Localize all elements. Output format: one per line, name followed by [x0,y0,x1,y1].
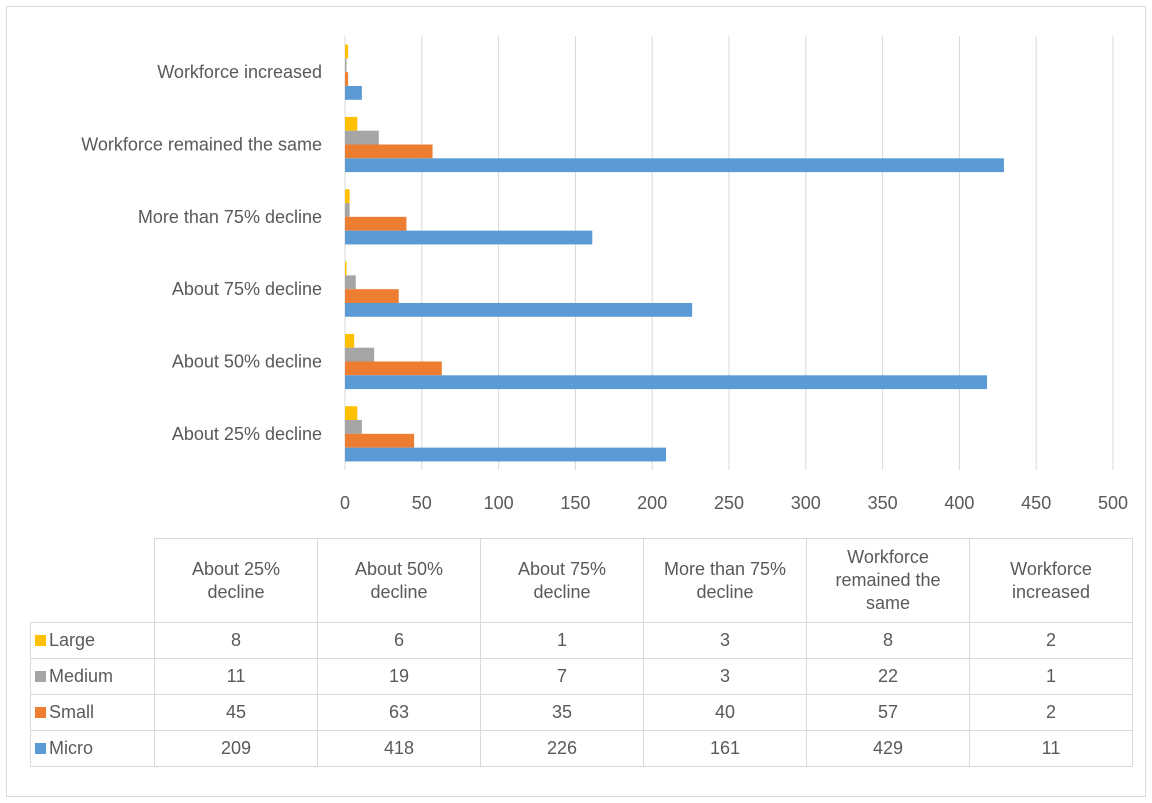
table-cell-medium-more-than-75-decline: 3 [643,658,807,695]
bar-large-workforce-remained-the-same [345,116,358,131]
table-row-large: Large 8 6 1 3 8 2 [30,622,1133,659]
bar-medium-more-than-75-decline [345,203,350,217]
table-row-small: Small 45 63 35 40 57 2 [30,694,1133,731]
legend-key-large: Large [30,622,155,659]
series-name: Medium [49,666,114,686]
x-tick-label-50: 50 [412,493,432,513]
category-label-more-than-75-decline: More than 75% decline [138,207,322,227]
x-tick-label-500: 500 [1098,493,1128,513]
x-tick-label-150: 150 [560,493,590,513]
table-header-more-than-75-decline: More than 75% decline [643,538,807,623]
series-name: Small [49,702,95,722]
table-cell-micro-more-than-75-decline: 161 [643,730,807,767]
table-cell-large-workforce-increased: 2 [969,622,1133,659]
category-label-about-25-decline: About 25% decline [172,424,322,444]
table-cell-medium-workforce-increased: 1 [969,658,1133,695]
x-tick-label-450: 450 [1021,493,1051,513]
bar-small-about-75-decline [345,289,399,303]
table-cell-micro-about-75-decline: 226 [480,730,644,767]
x-tick-label-0: 0 [340,493,350,513]
table-cell-medium-about-75-decline: 7 [480,658,644,695]
table-cell-small-about-75-decline: 35 [480,694,644,731]
table-cell-micro-about-50-decline: 418 [317,730,481,767]
table-cell-small-more-than-75-decline: 40 [643,694,807,731]
bar-medium-about-75-decline [345,275,356,290]
legend-key-micro: Micro [30,730,155,767]
x-tick-label-200: 200 [637,493,667,513]
bar-micro-about-50-decline [345,375,988,390]
table-cell-medium-about-50-decline: 19 [317,658,481,695]
table-cell-small-workforce-increased: 2 [969,694,1133,731]
bars [345,44,1004,462]
table-cell-medium-workforce-remained-the-same: 22 [806,658,970,695]
bar-large-about-75-decline [345,261,347,276]
series-name: Micro [49,738,93,758]
table-cell-small-about-25-decline: 45 [154,694,318,731]
table-header-row: About 25% decline About 50% decline About 75… [30,538,1133,623]
bar-large-about-25-decline [345,406,358,421]
x-tick-label-350: 350 [868,493,898,513]
category-label-about-75-decline: About 75% decline [172,279,322,299]
category-label-workforce-remained-the-same: Workforce remained the same [81,135,322,155]
legend-swatch-small [35,707,46,718]
bar-micro-about-75-decline [345,302,693,317]
bar-medium-about-25-decline [345,420,362,434]
bar-medium-workforce-increased [345,58,347,73]
bar-micro-more-than-75-decline [345,230,593,245]
table-cell-large-more-than-75-decline: 3 [643,622,807,659]
table-row-micro: Micro 209 418 226 161 429 11 [30,730,1133,767]
legend-swatch-large [35,635,46,646]
category-label-about-50-decline: About 50% decline [172,352,322,372]
data-table: About 25% decline About 50% decline About 75… [30,538,1133,767]
x-tick-label-100: 100 [484,493,514,513]
bar-micro-workforce-remained-the-same [345,158,1004,173]
table-cell-micro-about-25-decline: 209 [154,730,318,767]
category-labels: About 25% decline About 50% decline About … [81,62,322,444]
category-label-workforce-increased: Workforce increased [157,62,322,82]
bar-micro-workforce-increased [345,85,362,100]
x-tick-label-300: 300 [791,493,821,513]
x-tick-label-400: 400 [944,493,974,513]
legend-swatch-medium [35,671,46,682]
legend-key-medium: Medium [30,658,155,695]
table-cell-large-about-50-decline: 6 [317,622,481,659]
series-name: Large [49,630,96,650]
table-cell-large-about-25-decline: 8 [154,622,318,659]
bar-large-workforce-increased [345,44,349,59]
table-header-workforce-remained-the-same: Workforce remained the same [806,538,970,623]
bar-medium-about-50-decline [345,347,375,362]
table-cell-small-about-50-decline: 63 [317,694,481,731]
table-body: Large 8 6 1 3 8 2 Medium 11 19 7 3 22 1 Small 45 63 35 40 5… [30,622,1133,767]
table-cell-medium-about-25-decline: 11 [154,658,318,695]
legend-key-small: Small [30,694,155,731]
bar-micro-about-25-decline [345,447,667,462]
table-cell-small-workforce-remained-the-same: 57 [806,694,970,731]
bar-chart: About 25% decline About 50% decline About … [81,36,1128,513]
legend-swatch-micro [35,743,46,754]
table-header-workforce-increased: Workforce increased [969,538,1133,623]
table-cell-large-about-75-decline: 1 [480,622,644,659]
x-tick-labels: 0 50 100 150 200 250 300 350 400 450 500 [340,493,1128,513]
table-corner [30,538,155,623]
table-header-about-75-decline: About 75% decline [480,538,644,623]
bar-small-more-than-75-decline [345,216,407,231]
table-cell-large-workforce-remained-the-same: 8 [806,622,970,659]
table-header-about-50-decline: About 50% decline [317,538,481,623]
gridlines [344,36,1114,470]
table-cell-micro-workforce-increased: 11 [969,730,1133,767]
x-tick-label-250: 250 [714,493,744,513]
bar-large-about-50-decline [345,333,355,348]
bar-medium-workforce-remained-the-same [345,130,379,145]
bar-small-about-50-decline [345,361,442,376]
table-header-about-25-decline: About 25% decline [154,538,318,623]
bar-small-workforce-remained-the-same [345,144,433,159]
bar-large-more-than-75-decline [345,189,350,204]
bar-small-about-25-decline [345,433,415,448]
bar-small-workforce-increased [345,72,349,86]
table-row-medium: Medium 11 19 7 3 22 1 [30,658,1133,695]
table-cell-micro-workforce-remained-the-same: 429 [806,730,970,767]
